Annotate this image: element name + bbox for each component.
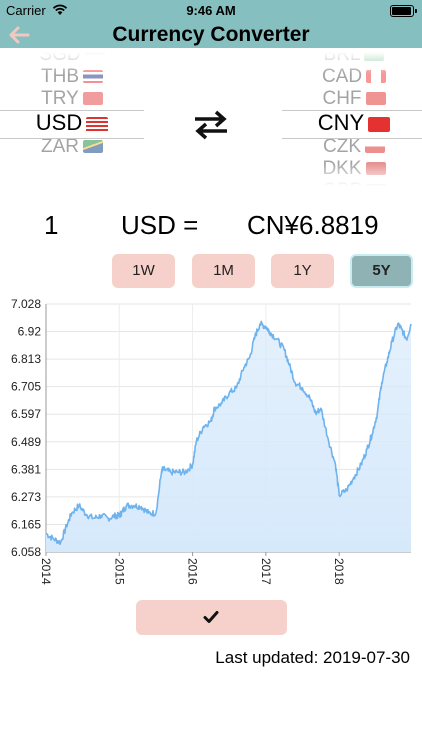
to-currency-option-cny[interactable]: CNY (282, 110, 422, 136)
swap-arrows-icon[interactable] (191, 108, 231, 142)
range-5y-button[interactable]: 5Y (350, 254, 413, 288)
converted-value: CN¥6.8819 (247, 210, 379, 240)
picker-selection-line (0, 110, 144, 111)
range-1m-button[interactable]: 1M (192, 254, 255, 288)
y-tick-label: 6.597 (11, 407, 41, 421)
currency-code: CNY (317, 110, 365, 135)
page-title: Currency Converter (112, 23, 310, 46)
battery-icon (390, 5, 417, 17)
nav-bar: Currency Converter (0, 22, 422, 48)
currency-code: CHF (322, 88, 362, 109)
range-1y-button[interactable]: 1Y (271, 254, 334, 288)
carrier-label: Carrier (6, 3, 46, 18)
x-tick-label: 2014 (39, 558, 53, 585)
from-currency-label: USD = (121, 210, 199, 240)
clock: 9:46 AM (186, 3, 236, 18)
picker-fade (282, 164, 422, 186)
from-currency-picker[interactable]: SGDTHBTRYUSDZAR (0, 52, 144, 186)
currency-code: USD (35, 110, 83, 135)
x-tick-label: 2017 (259, 558, 273, 585)
y-tick-label: 6.489 (11, 435, 41, 449)
y-tick-label: 6.381 (11, 462, 41, 476)
x-tick-label: 2018 (332, 558, 346, 585)
amount-value[interactable]: 1 (44, 210, 59, 240)
flag-czech-icon (365, 140, 385, 154)
exchange-rate-chart: 7.028 6.92 6.813 6.705 6.597 6.489 6.381 6.273 6… (11, 297, 412, 585)
from-currency-option-zar[interactable]: ZAR (0, 136, 144, 158)
flag-turkey-icon (82, 92, 103, 106)
wifi-icon (52, 4, 68, 15)
y-tick-label: 7.028 (11, 297, 41, 311)
picker-fade (0, 164, 144, 186)
confirm-button[interactable] (136, 600, 287, 635)
currency-code: ZAR (41, 136, 79, 157)
picker-fade (0, 52, 144, 74)
x-tick-label: 2015 (112, 558, 126, 585)
range-1w-button[interactable]: 1W (112, 254, 175, 288)
picker-selection-line (282, 110, 422, 111)
arrow-left-icon[interactable] (6, 23, 32, 47)
series-line (45, 320, 412, 546)
y-tick-label: 6.705 (11, 380, 41, 394)
from-currency-option-usd[interactable]: USD (0, 110, 144, 136)
currency-code: CZK (323, 136, 361, 157)
picker-selection-line (0, 138, 144, 139)
y-tick-label: 6.058 (11, 545, 41, 559)
to-currency-option-chf[interactable]: CHF (282, 88, 422, 110)
y-tick-label: 6.813 (11, 352, 41, 366)
flag-usa-icon (86, 116, 109, 132)
checkmark-icon (203, 611, 219, 623)
last-updated-label: Last updated: 2019-07-30 (215, 648, 410, 667)
flag-china-icon (368, 116, 391, 132)
to-currency-picker[interactable]: BRLCADCHFCNYCZKDKKGBP (282, 52, 422, 186)
flag-switzerland-icon (365, 92, 386, 106)
y-tick-label: 6.273 (11, 490, 41, 504)
status-bar: Carrier 9:46 AM (0, 0, 422, 22)
from-currency-option-try[interactable]: TRY (0, 88, 144, 110)
picker-fade (282, 52, 422, 74)
x-tick-label: 2016 (186, 558, 200, 585)
currency-code: TRY (41, 88, 79, 109)
y-tick-label: 6.165 (11, 517, 41, 531)
flag-south-africa-icon (83, 140, 103, 154)
picker-selection-line (282, 138, 422, 139)
series-area (46, 321, 411, 552)
y-tick-label: 6.92 (18, 325, 42, 339)
to-currency-option-czk[interactable]: CZK (282, 136, 422, 158)
